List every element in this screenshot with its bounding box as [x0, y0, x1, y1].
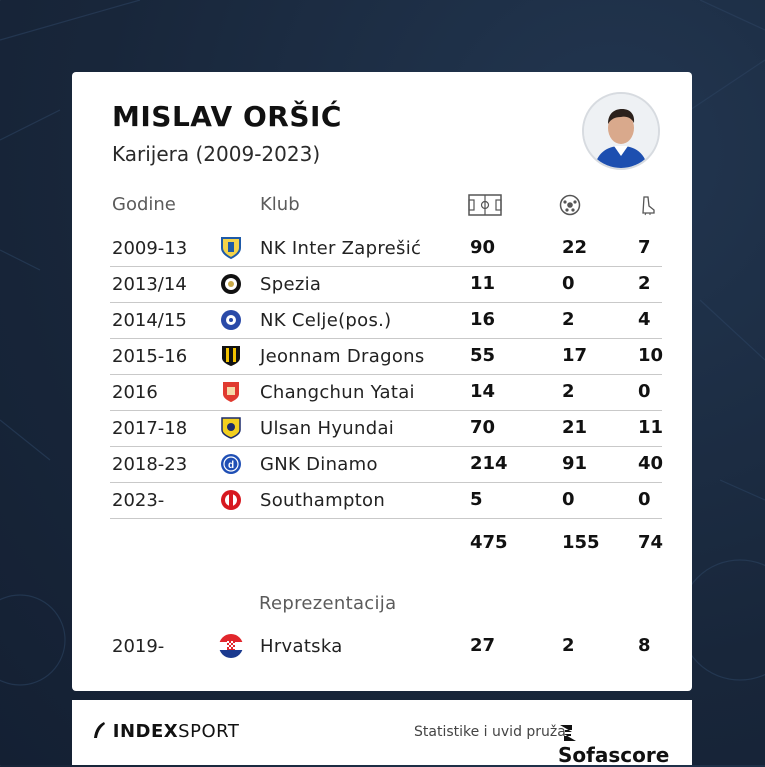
jeonnam-crest-icon [222, 346, 240, 366]
row-club: Spezia [260, 274, 322, 295]
national-row: 2019- Hrvatska 27 2 8 [110, 628, 662, 664]
row-club: GNK Dinamo [260, 454, 378, 475]
national-goals: 2 [562, 635, 575, 656]
row-apps: 214 [470, 453, 508, 474]
svg-text:d: d [228, 460, 234, 471]
career-row: 2014/15 NK Celje(pos.) 16 2 4 [110, 302, 662, 339]
total-assists: 74 [638, 532, 664, 553]
row-goals: 2 [562, 381, 575, 402]
row-years: 2016 [112, 382, 158, 403]
row-apps: 90 [470, 237, 496, 258]
career-card: MISLAV ORŠIĆ Karijera (2009-2023) Godine… [72, 72, 692, 691]
row-club: Southampton [260, 490, 386, 511]
career-row: 2009-13 NK Inter Zaprešić 90 22 7 [110, 230, 662, 267]
row-club: Ulsan Hyundai [260, 418, 395, 439]
boot-icon [642, 196, 655, 216]
row-years: 2018-23 [112, 454, 188, 475]
career-subtitle: Karijera (2009-2023) [112, 142, 321, 166]
career-row: 2023- Southampton 5 0 0 [110, 482, 662, 519]
pitch-icon [468, 194, 502, 216]
career-row: 2015-16 Jeonnam Dragons 55 17 10 [110, 338, 664, 375]
spezia-crest-icon [221, 274, 241, 294]
national-team-label: Reprezentacija [259, 593, 397, 614]
player-avatar [582, 92, 660, 170]
row-goals: 21 [562, 417, 588, 438]
row-assists: 10 [638, 345, 664, 366]
row-apps: 16 [470, 309, 496, 330]
career-row: 2018-23 d GNK Dinamo 214 91 40 [110, 446, 664, 483]
row-goals: 0 [562, 489, 575, 510]
national-apps: 27 [470, 635, 496, 656]
header-club: Klub [260, 194, 300, 215]
national-years: 2019- [112, 636, 165, 657]
row-years: 2014/15 [112, 310, 187, 331]
row-goals: 2 [562, 309, 575, 330]
index-swoosh-icon [94, 722, 105, 738]
total-apps: 475 [470, 532, 508, 553]
row-goals: 22 [562, 237, 588, 258]
row-assists: 7 [638, 237, 651, 258]
stats-credit: Statistike i uvid pruža [414, 724, 566, 740]
changchun-crest-icon [223, 382, 239, 402]
row-assists: 2 [638, 273, 651, 294]
sofascore-icon [560, 724, 576, 741]
row-apps: 11 [470, 273, 496, 294]
career-row: 2017-18 Ulsan Hyundai 70 21 11 [110, 410, 664, 447]
national-assists: 8 [638, 635, 651, 656]
row-club: NK Inter Zaprešić [260, 238, 422, 259]
career-row: 2013/14 Spezia 11 0 2 [110, 266, 662, 303]
provider-name: Sofascore [558, 743, 670, 767]
row-goals: 0 [562, 273, 575, 294]
row-years: 2015-16 [112, 346, 188, 367]
row-years: 2017-18 [112, 418, 188, 439]
header-years: Godine [112, 194, 176, 215]
southampton-crest-icon [221, 490, 241, 510]
row-goals: 91 [562, 453, 588, 474]
indexsport-logo: INDEXSPORT [92, 721, 239, 742]
row-assists: 0 [638, 489, 651, 510]
footer-bar: INDEXSPORT Statistike i uvid pruža Sofas… [72, 700, 692, 767]
ulsan-crest-icon [221, 417, 241, 439]
row-apps: 14 [470, 381, 496, 402]
row-years: 2009-13 [112, 238, 188, 259]
croatia-flag-icon [219, 634, 243, 658]
sofascore-logo: Sofascore [558, 719, 692, 767]
player-name: MISLAV ORŠIĆ [112, 100, 342, 133]
brand-bold: INDEX [112, 721, 179, 742]
row-years: 2013/14 [112, 274, 187, 295]
national-team: Hrvatska [260, 636, 343, 657]
row-apps: 5 [470, 489, 483, 510]
row-club: NK Celje(pos.) [260, 310, 392, 331]
row-apps: 70 [470, 417, 496, 438]
career-row: 2016 Changchun Yatai 14 2 0 [110, 374, 662, 411]
row-assists: 11 [638, 417, 664, 438]
celje-crest-icon [221, 310, 241, 330]
row-assists: 0 [638, 381, 651, 402]
row-years: 2023- [112, 490, 165, 511]
row-assists: 4 [638, 309, 651, 330]
row-assists: 40 [638, 453, 664, 474]
row-club: Jeonnam Dragons [260, 346, 425, 367]
ball-icon [559, 194, 581, 216]
inter-zapresic-crest-icon [221, 237, 241, 260]
row-goals: 17 [562, 345, 588, 366]
total-goals: 155 [562, 532, 600, 553]
row-club: Changchun Yatai [260, 382, 415, 403]
dinamo-crest-icon: d [221, 454, 241, 474]
brand-light: SPORT [178, 721, 240, 742]
row-apps: 55 [470, 345, 496, 366]
